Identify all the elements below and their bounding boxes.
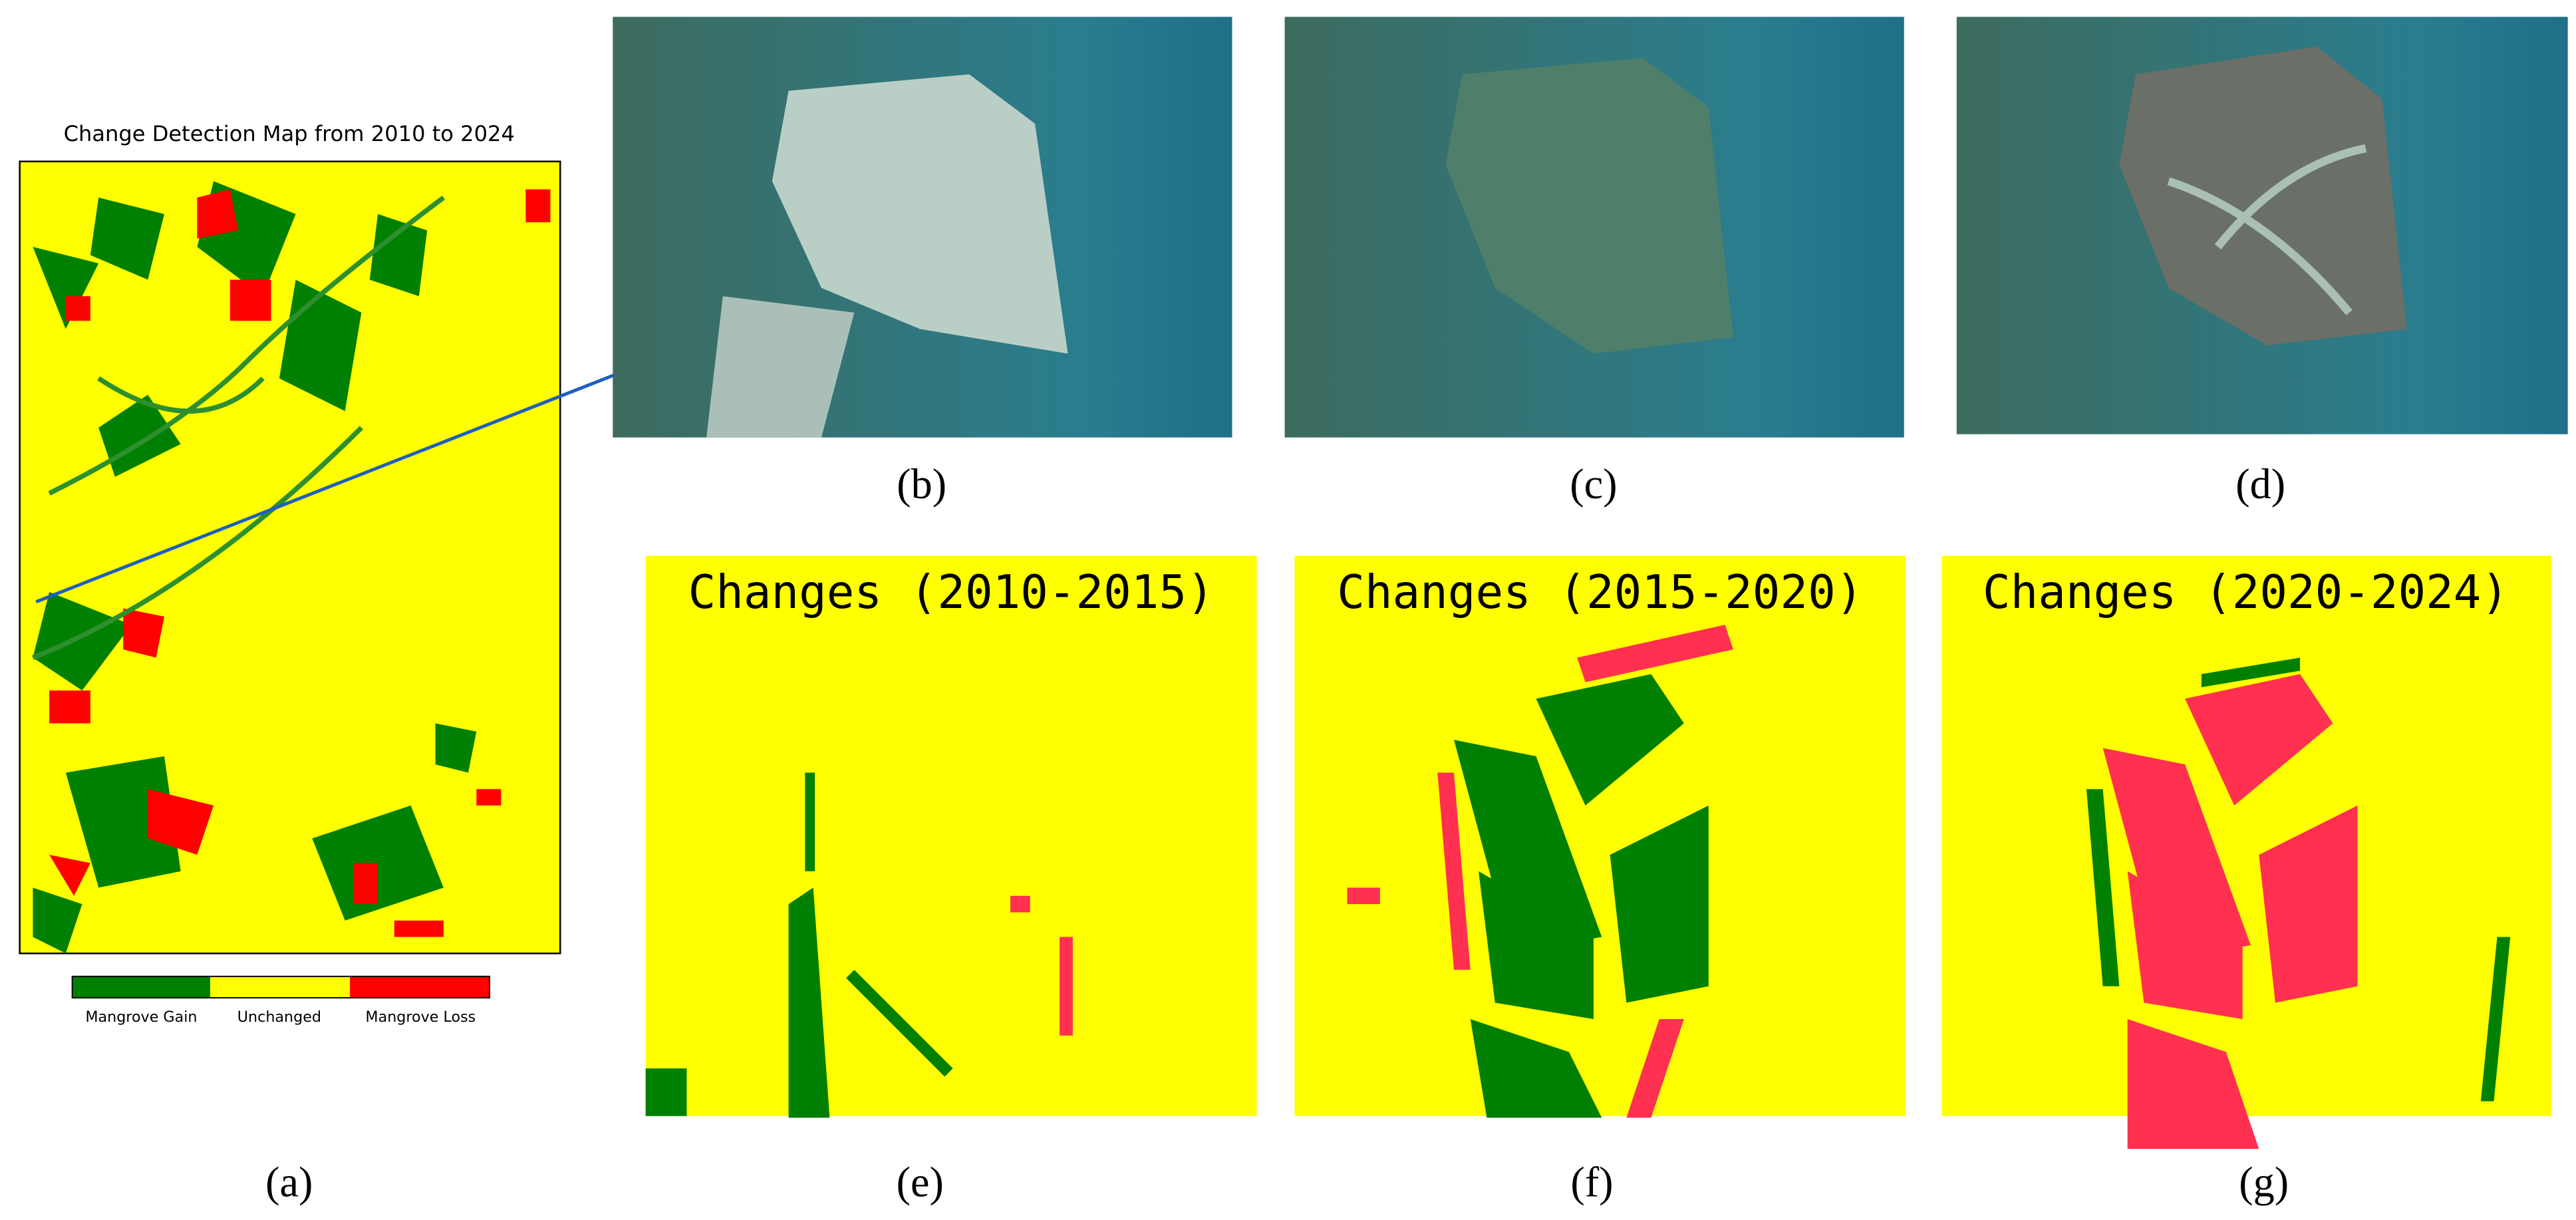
panel-label: (c) [1570,460,1617,508]
legend-label: Mangrove Gain [85,1008,197,1026]
satellite-image [613,17,1232,438]
change-map: Changes (2015-2020) [1294,555,1906,1118]
satellite-image [1956,17,2568,434]
panel-label: (b) [897,460,946,508]
legend-label: Mangrove Loss [365,1008,476,1026]
panel-label: (e) [897,1159,944,1206]
legend-colorbar [71,975,491,998]
panel-label: (f) [1570,1159,1613,1206]
legend-label: Unchanged [237,1008,321,1026]
panel-label: (d) [2235,460,2285,508]
panel-title: Changes (2015-2020) [1337,566,1863,619]
panel-label: (a) [265,1159,313,1206]
change-map [19,160,561,955]
panel-title: Changes (2010-2015) [688,566,1215,619]
panel-title: Changes (2020-2024) [1983,566,2509,619]
panel-label: (g) [2239,1159,2289,1206]
change-map: Changes (2010-2015) [645,555,1257,1118]
change-map: Changes (2020-2024) [1941,555,2551,1149]
panel-title: Change Detection Map from 2010 to 2024 [64,121,515,146]
satellite-image [1284,17,1904,438]
